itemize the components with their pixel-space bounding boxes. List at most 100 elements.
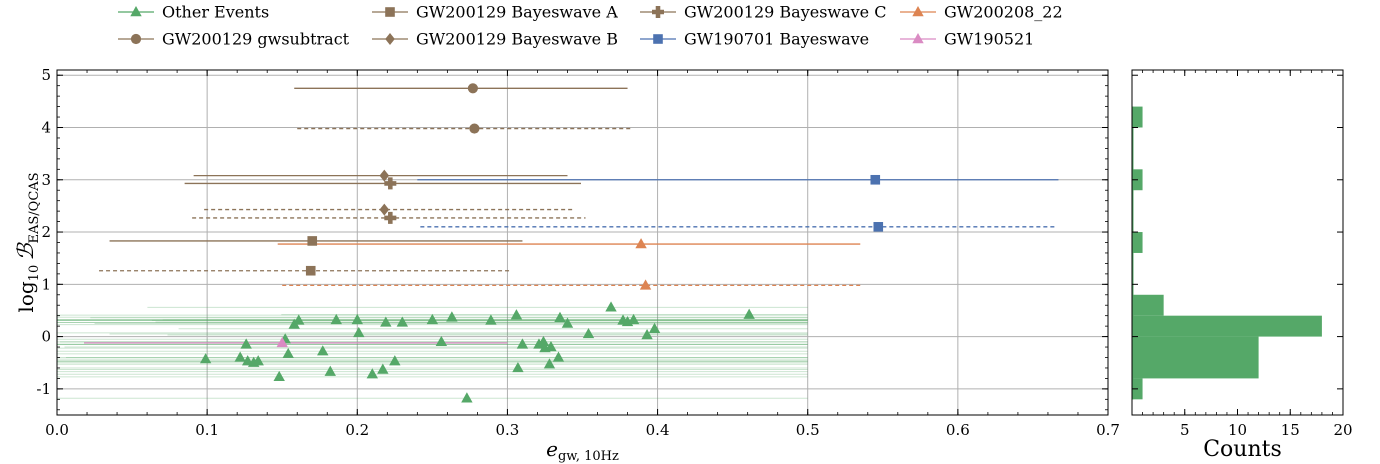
y-tick-label: 2 xyxy=(41,223,51,241)
legend-entry-gw200129-bayeswave-a: GW200129 Bayeswave A xyxy=(372,3,618,22)
legend-marker-other-events xyxy=(130,6,142,17)
x-tick-label: 0.0 xyxy=(45,421,69,439)
legend-entry-gw190701-bayeswave: GW190701 Bayeswave xyxy=(640,30,869,49)
other-events-point xyxy=(461,392,473,403)
legend-entry-gw200208-22: GW200208_22 xyxy=(900,3,1063,22)
other-events-point xyxy=(330,313,342,325)
y-axis-label-log-base: 10 xyxy=(27,265,42,282)
other-events-point xyxy=(396,316,409,327)
other-events-point xyxy=(537,335,550,347)
legend-marker-gw200129-gwsubtract xyxy=(130,33,142,45)
y-tick-label: 5 xyxy=(41,66,51,84)
other-events-point xyxy=(743,308,755,319)
hist-x-tick-label: 15 xyxy=(1281,421,1300,439)
x-tick-label: 0.5 xyxy=(796,421,820,439)
other-events-point xyxy=(199,353,212,364)
gw200129-bayeswave-c-point xyxy=(384,177,397,190)
other-events-point xyxy=(389,355,401,366)
other-events-point xyxy=(648,322,661,333)
histogram-bar xyxy=(1132,357,1259,379)
legend-marker-gw200129-bayeswave-b xyxy=(385,33,395,45)
other-events-point xyxy=(426,313,439,325)
gw190701-bayeswave-point xyxy=(873,222,884,232)
legend-label: GW200129 Bayeswave B xyxy=(416,30,618,49)
other-events-point xyxy=(512,361,524,373)
other-events-point xyxy=(552,351,565,362)
gw190701-bayeswave-point xyxy=(870,174,881,185)
other-events-point xyxy=(516,338,529,349)
other-events-point xyxy=(641,329,653,340)
legend-label: GW200208_22 xyxy=(944,3,1063,22)
other-events-point xyxy=(366,368,378,379)
x-tick-label: 0.3 xyxy=(495,421,519,439)
y-axis-label-bayes: ℬ xyxy=(14,242,39,261)
other-events-point xyxy=(627,313,640,325)
other-events-point xyxy=(324,365,336,376)
other-events-point xyxy=(252,355,264,366)
gw200129-bayeswave-c-point xyxy=(384,211,397,224)
histogram-bar xyxy=(1132,106,1143,128)
legend-marker-gw200208-22 xyxy=(912,6,924,17)
gw200208-22-point xyxy=(635,238,647,249)
x-tick-label: 0.2 xyxy=(345,421,369,439)
y-tick-label: 0 xyxy=(41,328,51,346)
other-events-point xyxy=(543,358,556,369)
other-events-point xyxy=(317,345,329,356)
legend-marker-gw200129-bayeswave-a xyxy=(385,7,395,17)
legend-entry-gw200129-bayeswave-c: GW200129 Bayeswave C xyxy=(640,3,886,22)
legend-label: Other Events xyxy=(162,3,269,22)
gw190521-point xyxy=(276,336,288,348)
y-tick-label: -1 xyxy=(36,380,51,398)
gw200129-bayeswave-a-point xyxy=(305,265,316,276)
other-events-point xyxy=(554,311,566,322)
hist-x-tick-label: 5 xyxy=(1180,421,1190,439)
histogram-bar xyxy=(1132,294,1164,316)
legend-label: GW200129 gwsubtract xyxy=(162,30,350,49)
y-axis-label-subscript: EAS/QCAS xyxy=(27,172,42,243)
legend-marker-gw200129-bayeswave-c xyxy=(652,6,664,18)
hist-x-axis-label: Counts xyxy=(1203,437,1282,462)
other-events-point xyxy=(380,316,392,327)
other-events-point xyxy=(582,327,595,339)
gw200129-gwsubtract-point xyxy=(469,123,480,134)
y-axis-label-group: log10 ℬEAS/QCAS xyxy=(14,172,42,312)
y-axis-label-log: log xyxy=(14,281,38,312)
legend-label: GW200129 Bayeswave A xyxy=(416,3,618,22)
x-axis-label: egw, 10Hz xyxy=(546,437,619,464)
legend-label: GW200129 Bayeswave C xyxy=(684,3,886,22)
other-events-point xyxy=(240,338,252,349)
x-tick-label: 0.4 xyxy=(646,421,670,439)
other-events-point xyxy=(510,309,523,320)
x-tick-label: 0.6 xyxy=(946,421,970,439)
other-events-point xyxy=(282,347,294,359)
main-scatter-plot: 0.0 0.1 0.2 0.3 0.4 0.5 0.6 0.7 -1 0 1 2 3 4 5 egw, 10H… xyxy=(14,66,1120,464)
histogram-bar xyxy=(1132,336,1259,358)
other-events-point xyxy=(446,311,458,322)
legend-entry-gw200129-gwsubtract: GW200129 gwsubtract xyxy=(118,30,350,49)
other-events-point xyxy=(545,341,557,352)
hist-x-tick-label: 20 xyxy=(1333,421,1352,439)
other-events-point xyxy=(605,301,617,312)
legend: Other Events GW200129 gwsubtract GW200129 … xyxy=(118,3,1063,49)
legend-entry-gw200129-bayeswave-b: GW200129 Bayeswave B xyxy=(372,30,618,49)
legend-marker-gw190521 xyxy=(912,33,924,44)
x-axis-label-subscript: gw, 10Hz xyxy=(558,449,619,464)
gw200129-gwsubtract-point xyxy=(467,83,478,94)
legend-entry-gw190521: GW190521 xyxy=(900,30,1034,49)
gw200208-22-point xyxy=(639,279,652,290)
y-axis-label: log10 ℬEAS/QCAS xyxy=(14,172,42,312)
x-tick-label: 0.1 xyxy=(195,421,219,439)
main-plot-frame xyxy=(56,69,1109,416)
other-events-point xyxy=(293,314,305,325)
other-events-point xyxy=(234,351,246,362)
other-events-point xyxy=(533,338,545,349)
other-events-point xyxy=(435,335,448,347)
y-tick-label: 3 xyxy=(41,171,51,189)
hist-x-tick-label: 10 xyxy=(1228,421,1247,439)
gw200129-bayeswave-b-point xyxy=(379,169,390,182)
y-tick-label: 1 xyxy=(41,275,51,293)
histogram-bar xyxy=(1132,315,1322,337)
legend-label: GW190521 xyxy=(944,30,1034,49)
y-tick-label: 4 xyxy=(41,119,51,137)
